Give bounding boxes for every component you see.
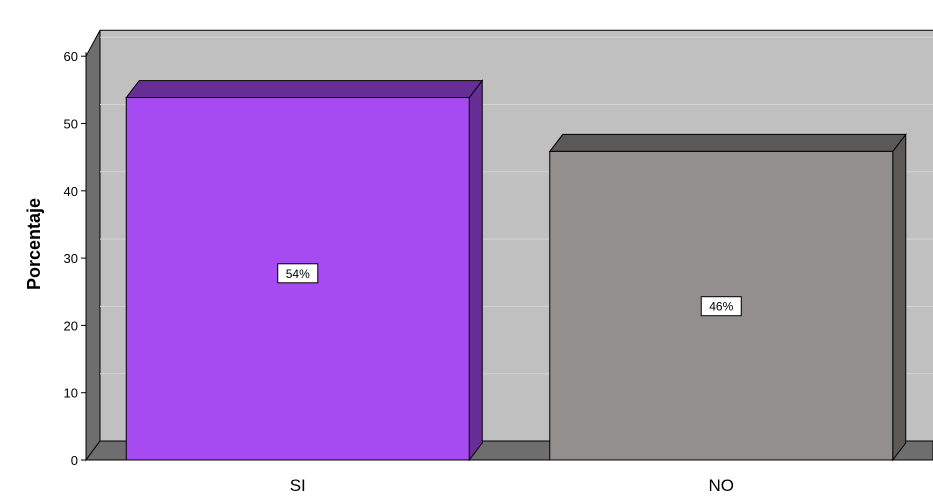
y-tick-label: 40 (64, 184, 78, 199)
left-wall (85, 29, 101, 462)
y-tick-label: 60 (64, 49, 78, 64)
bar-top (125, 80, 484, 99)
data-label: 46% (709, 300, 733, 314)
y-tick-label: 20 (64, 318, 78, 333)
x-tick-label: NO (709, 476, 735, 495)
x-axis: SI NO (86, 459, 933, 495)
y-axis: 0 10 20 30 40 50 60 (64, 49, 87, 468)
x-tick-label: SI (290, 476, 306, 495)
data-label: 54% (286, 267, 310, 281)
bar-side (468, 79, 483, 462)
y-tick-label: 0 (71, 453, 78, 468)
data-label-box (277, 263, 319, 284)
bar-no: 46% (548, 132, 907, 462)
data-label-box (700, 296, 742, 317)
y-tick-label: 10 (64, 386, 78, 401)
bar-top (548, 133, 907, 152)
bar-si: 54% (125, 79, 484, 462)
bar-side (892, 132, 907, 462)
y-tick-label: 50 (64, 117, 78, 132)
y-tick-label: 30 (64, 251, 78, 266)
bars: 54% 46% (125, 79, 907, 462)
y-axis-title: Porcentaje (24, 198, 44, 290)
